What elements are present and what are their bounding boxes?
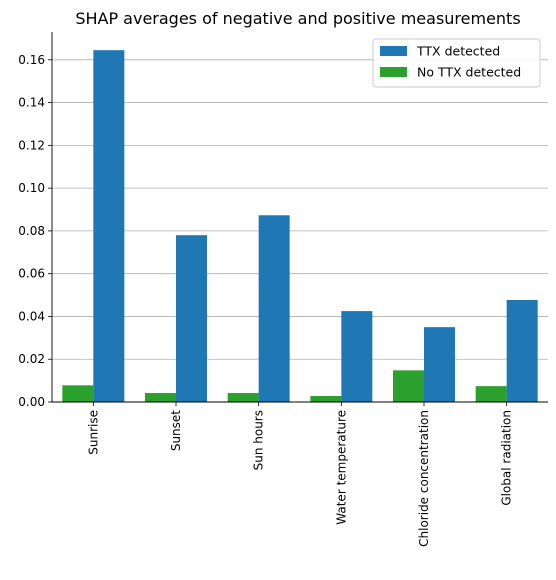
bar: [62, 385, 94, 402]
x-tick-label: Chloride concentration: [417, 410, 431, 547]
y-tick-label: 0.02: [18, 352, 45, 366]
axes: [51, 32, 548, 403]
y-tick-label: 0.04: [18, 309, 45, 323]
x-tick-label: Water temperature: [334, 410, 348, 525]
x-tick-label: Global radiation: [500, 410, 514, 506]
bars: [62, 50, 538, 402]
bar: [475, 386, 507, 402]
y-tick-label: 0.16: [18, 53, 45, 67]
bar: [176, 235, 207, 402]
legend: TTX detected No TTX detected: [372, 38, 541, 88]
legend-swatch: [380, 46, 407, 56]
bar: [393, 370, 424, 402]
y-tick-label: 0.06: [18, 267, 45, 281]
bar: [310, 396, 342, 402]
legend-label: TTX detected: [416, 44, 500, 59]
y-axis-ticks: 0.00 0.02 0.04 0.06 0.08 0.10 0.12 0.14 0.16: [18, 53, 52, 409]
bar: [93, 50, 125, 402]
chart-title: SHAP averages of negative and positive m…: [75, 9, 520, 28]
x-tick-label: Sun hours: [252, 410, 266, 470]
x-axis-ticks: Sunrise Sunset Sun hours Water temperature C…: [86, 402, 514, 547]
y-tick-label: 0.00: [18, 395, 45, 409]
legend-box: [372, 38, 541, 88]
bar: [424, 327, 455, 402]
legend-swatch: [380, 67, 407, 77]
y-tick-label: 0.08: [18, 224, 45, 238]
y-tick-label: 0.14: [18, 96, 45, 110]
gridlines: [52, 59, 548, 403]
bar: [145, 393, 176, 402]
x-tick-label: Sunset: [169, 410, 183, 451]
y-tick-label: 0.10: [18, 181, 45, 195]
y-tick-label: 0.12: [18, 138, 45, 152]
bar: [258, 215, 290, 402]
bar: [341, 311, 373, 402]
legend-label: No TTX detected: [417, 65, 521, 80]
bar: [227, 393, 259, 402]
bar: [506, 299, 538, 402]
x-tick-label: Sunrise: [86, 410, 100, 455]
